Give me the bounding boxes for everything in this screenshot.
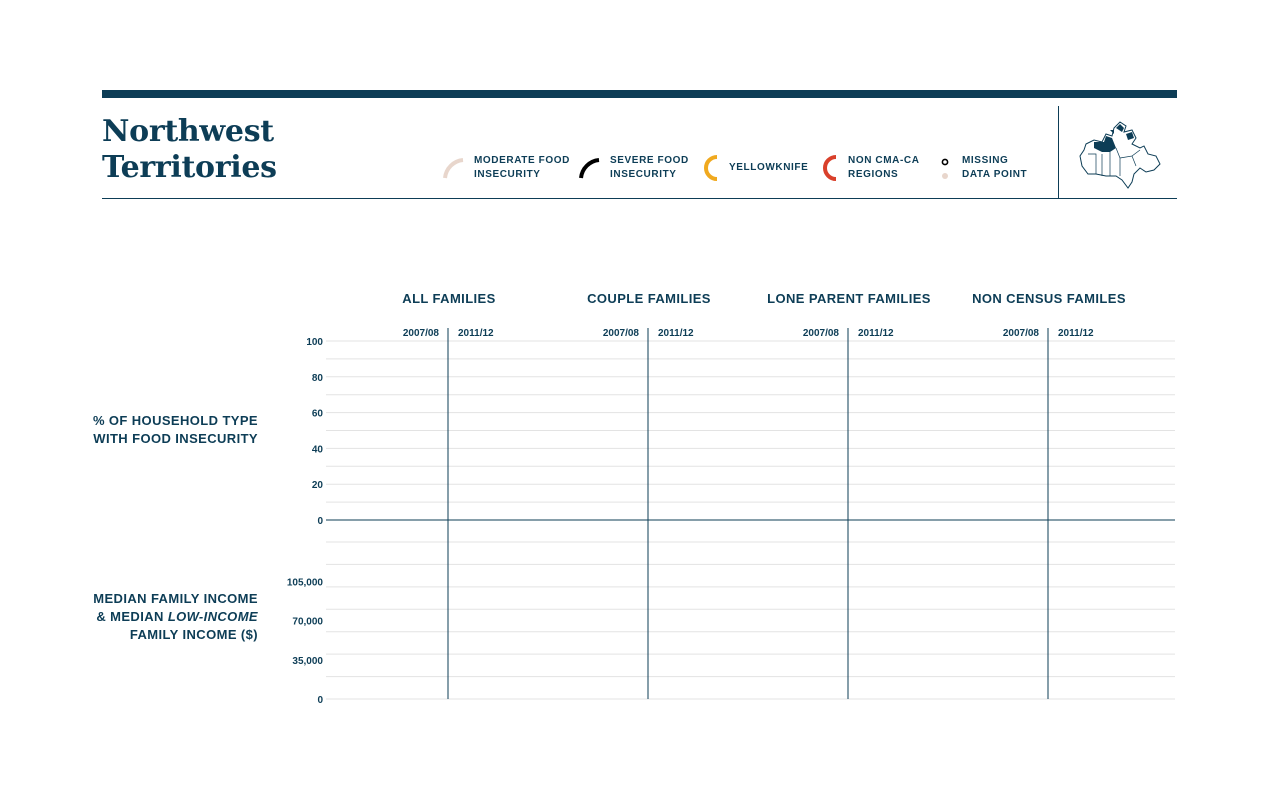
y-tick-label: 0 [317,516,323,527]
arc-left-icon [823,155,837,181]
page-title: Northwest Territories [102,114,277,186]
period-label: 2011/12 [1058,328,1094,339]
period-label: 2007/08 [403,328,440,339]
group-label: NON CENSUS FAMILES [972,291,1126,306]
y-tick-label: 20 [312,480,324,491]
legend-moderate: MODERATE FOOD INSECURITY [442,152,584,184]
legend-label: MISSING DATA POINT [962,155,1028,180]
y-tick-label: 100 [306,337,323,348]
arc-right-icon [443,158,464,179]
bottom-panel-axis-title: MEDIAN FAMILY INCOME & MEDIAN LOW-INCOME… [93,591,258,642]
y-tick-label: 60 [312,409,324,420]
y-tick-label: 105,000 [287,577,324,588]
arc-left-icon [704,155,718,181]
title-line-2: Territories [102,150,277,185]
header-bottom-rule [102,198,1177,199]
period-label: 2007/08 [1003,328,1040,339]
header-divider [1058,106,1059,198]
legend-non-cma: NON CMA-CA REGIONS [822,152,938,184]
legend-label: NON CMA-CA REGIONS [848,155,920,180]
arc-right-icon [579,158,600,179]
legend-yellowknife: YELLOWKNIFE [703,152,819,184]
period-label: 2011/12 [858,328,894,339]
period-label: 2007/08 [803,328,840,339]
period-label: 2007/08 [603,328,640,339]
legend-label: YELLOWKNIFE [729,162,809,173]
legend-label: MODERATE FOOD INSECURITY [474,155,570,180]
header-top-rule [102,90,1177,98]
group-label: LONE PARENT FAMILIES [767,291,931,306]
title-line-1: Northwest [102,114,274,149]
y-tick-label: 80 [312,373,324,384]
y-tick-label: 40 [312,444,324,455]
y-tick-label: 70,000 [292,617,323,628]
group-label: COUPLE FAMILIES [587,291,711,306]
y-tick-label: 0 [317,695,323,706]
canada-map-icon [1079,121,1161,189]
legend-label: SEVERE FOOD INSECURITY [610,155,689,180]
y-tick-label: 35,000 [292,656,323,667]
group-label: ALL FAMILIES [402,291,495,306]
dot-icon [941,158,949,179]
top-panel-axis-title: % OF HOUSEHOLD TYPE WITH FOOD INSECURITY [92,413,258,446]
legend-severe: SEVERE FOOD INSECURITY [578,152,720,184]
period-label: 2011/12 [658,328,694,339]
legend-missing: MISSING DATA POINT [938,152,1052,184]
period-label: 2011/12 [458,328,494,339]
